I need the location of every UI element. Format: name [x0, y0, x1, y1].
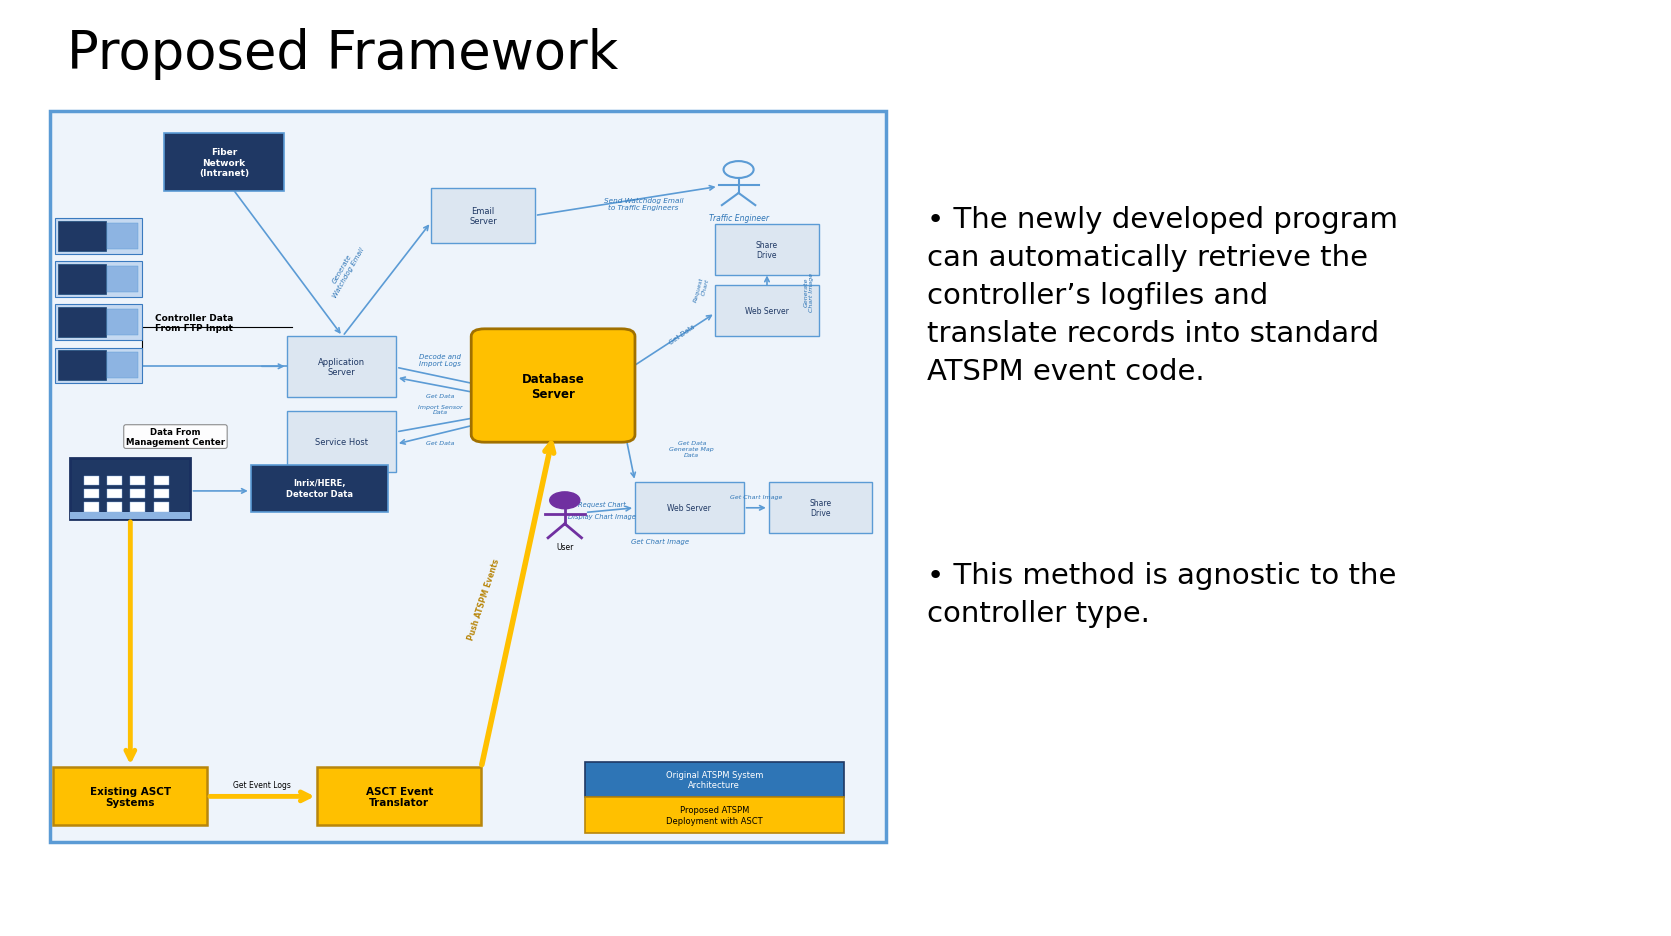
Bar — [107, 476, 122, 486]
Text: Inrix/HERE,
Detector Data: Inrix/HERE, Detector Data — [286, 479, 353, 498]
Text: User: User — [556, 543, 573, 552]
Bar — [84, 503, 99, 512]
Text: Email
Server: Email Server — [470, 207, 496, 226]
Bar — [154, 503, 169, 512]
Bar — [84, 490, 99, 499]
Text: Get Data
Generate Map
Data: Get Data Generate Map Data — [670, 441, 714, 458]
Bar — [130, 503, 145, 512]
Text: Original ATSPM System
Architecture: Original ATSPM System Architecture — [665, 770, 764, 789]
Text: Request Chart: Request Chart — [578, 501, 625, 507]
Text: Fiber
Network
(Intranet): Fiber Network (Intranet) — [199, 148, 249, 178]
FancyBboxPatch shape — [287, 412, 396, 473]
Text: Get Event Logs: Get Event Logs — [234, 780, 291, 789]
Text: Share
Drive: Share Drive — [809, 498, 832, 518]
Text: Data From
Management Center: Data From Management Center — [125, 428, 226, 446]
Text: Generate
Chart Image: Generate Chart Image — [804, 272, 814, 312]
FancyBboxPatch shape — [471, 329, 635, 443]
Text: Existing ASCT
Systems: Existing ASCT Systems — [90, 785, 170, 808]
Text: Web Server: Web Server — [667, 504, 712, 512]
FancyBboxPatch shape — [585, 762, 844, 797]
Text: Application
Server: Application Server — [317, 358, 366, 377]
Bar — [130, 476, 145, 486]
Bar — [107, 503, 122, 512]
FancyBboxPatch shape — [58, 351, 107, 381]
Text: Import Sensor
Data: Import Sensor Data — [418, 404, 463, 415]
Text: Get Data: Get Data — [668, 324, 695, 345]
Text: Get Chart Image: Get Chart Image — [632, 538, 688, 545]
Text: Service Host: Service Host — [316, 438, 368, 446]
Text: Get Data: Get Data — [426, 393, 455, 399]
FancyBboxPatch shape — [55, 219, 142, 255]
FancyBboxPatch shape — [70, 459, 190, 519]
Text: Get Data: Get Data — [426, 441, 455, 446]
Text: Display Chart Image: Display Chart Image — [568, 513, 635, 519]
Bar — [130, 490, 145, 499]
FancyBboxPatch shape — [58, 222, 107, 252]
FancyBboxPatch shape — [164, 134, 284, 192]
FancyBboxPatch shape — [431, 189, 535, 243]
FancyBboxPatch shape — [715, 285, 819, 337]
FancyBboxPatch shape — [55, 305, 142, 341]
Text: Web Server: Web Server — [745, 307, 789, 315]
FancyBboxPatch shape — [53, 768, 207, 826]
FancyBboxPatch shape — [769, 482, 872, 534]
Text: Push ATSPM Events: Push ATSPM Events — [466, 557, 501, 641]
Text: Send Watchdog Email
to Traffic Engineers: Send Watchdog Email to Traffic Engineers — [603, 197, 683, 211]
FancyBboxPatch shape — [287, 337, 396, 398]
Circle shape — [550, 492, 580, 509]
FancyBboxPatch shape — [107, 353, 137, 379]
FancyBboxPatch shape — [58, 265, 107, 295]
Bar — [70, 512, 190, 519]
FancyBboxPatch shape — [635, 482, 744, 534]
Text: Request
Chart: Request Chart — [693, 276, 710, 304]
Text: Share
Drive: Share Drive — [755, 241, 779, 260]
FancyBboxPatch shape — [55, 348, 142, 384]
Bar — [154, 490, 169, 499]
Text: Decode and
Import Logs: Decode and Import Logs — [419, 354, 461, 367]
FancyBboxPatch shape — [251, 465, 388, 512]
Text: Controller Data
From FTP Input: Controller Data From FTP Input — [155, 314, 232, 333]
FancyBboxPatch shape — [107, 267, 137, 293]
FancyBboxPatch shape — [107, 310, 137, 336]
FancyBboxPatch shape — [50, 112, 886, 842]
FancyBboxPatch shape — [58, 308, 107, 338]
Text: Database
Server: Database Server — [521, 373, 585, 400]
Text: • This method is agnostic to the
controller type.: • This method is agnostic to the control… — [927, 562, 1397, 627]
FancyBboxPatch shape — [585, 797, 844, 833]
Text: Proposed Framework: Proposed Framework — [67, 28, 618, 80]
Text: ASCT Event
Translator: ASCT Event Translator — [366, 785, 433, 808]
Text: Get Chart Image: Get Chart Image — [730, 494, 782, 500]
Text: Traffic Engineer: Traffic Engineer — [709, 213, 769, 223]
Bar — [107, 490, 122, 499]
Text: Generate
Watchdog Email: Generate Watchdog Email — [326, 242, 364, 299]
FancyBboxPatch shape — [317, 768, 481, 826]
Text: Proposed ATSPM
Deployment with ASCT: Proposed ATSPM Deployment with ASCT — [667, 806, 762, 825]
FancyBboxPatch shape — [107, 224, 137, 250]
FancyBboxPatch shape — [715, 225, 819, 276]
Bar — [84, 476, 99, 486]
Text: • The newly developed program
can automatically retrieve the
controller’s logfil: • The newly developed program can automa… — [927, 206, 1399, 386]
FancyBboxPatch shape — [55, 262, 142, 298]
Bar — [154, 476, 169, 486]
